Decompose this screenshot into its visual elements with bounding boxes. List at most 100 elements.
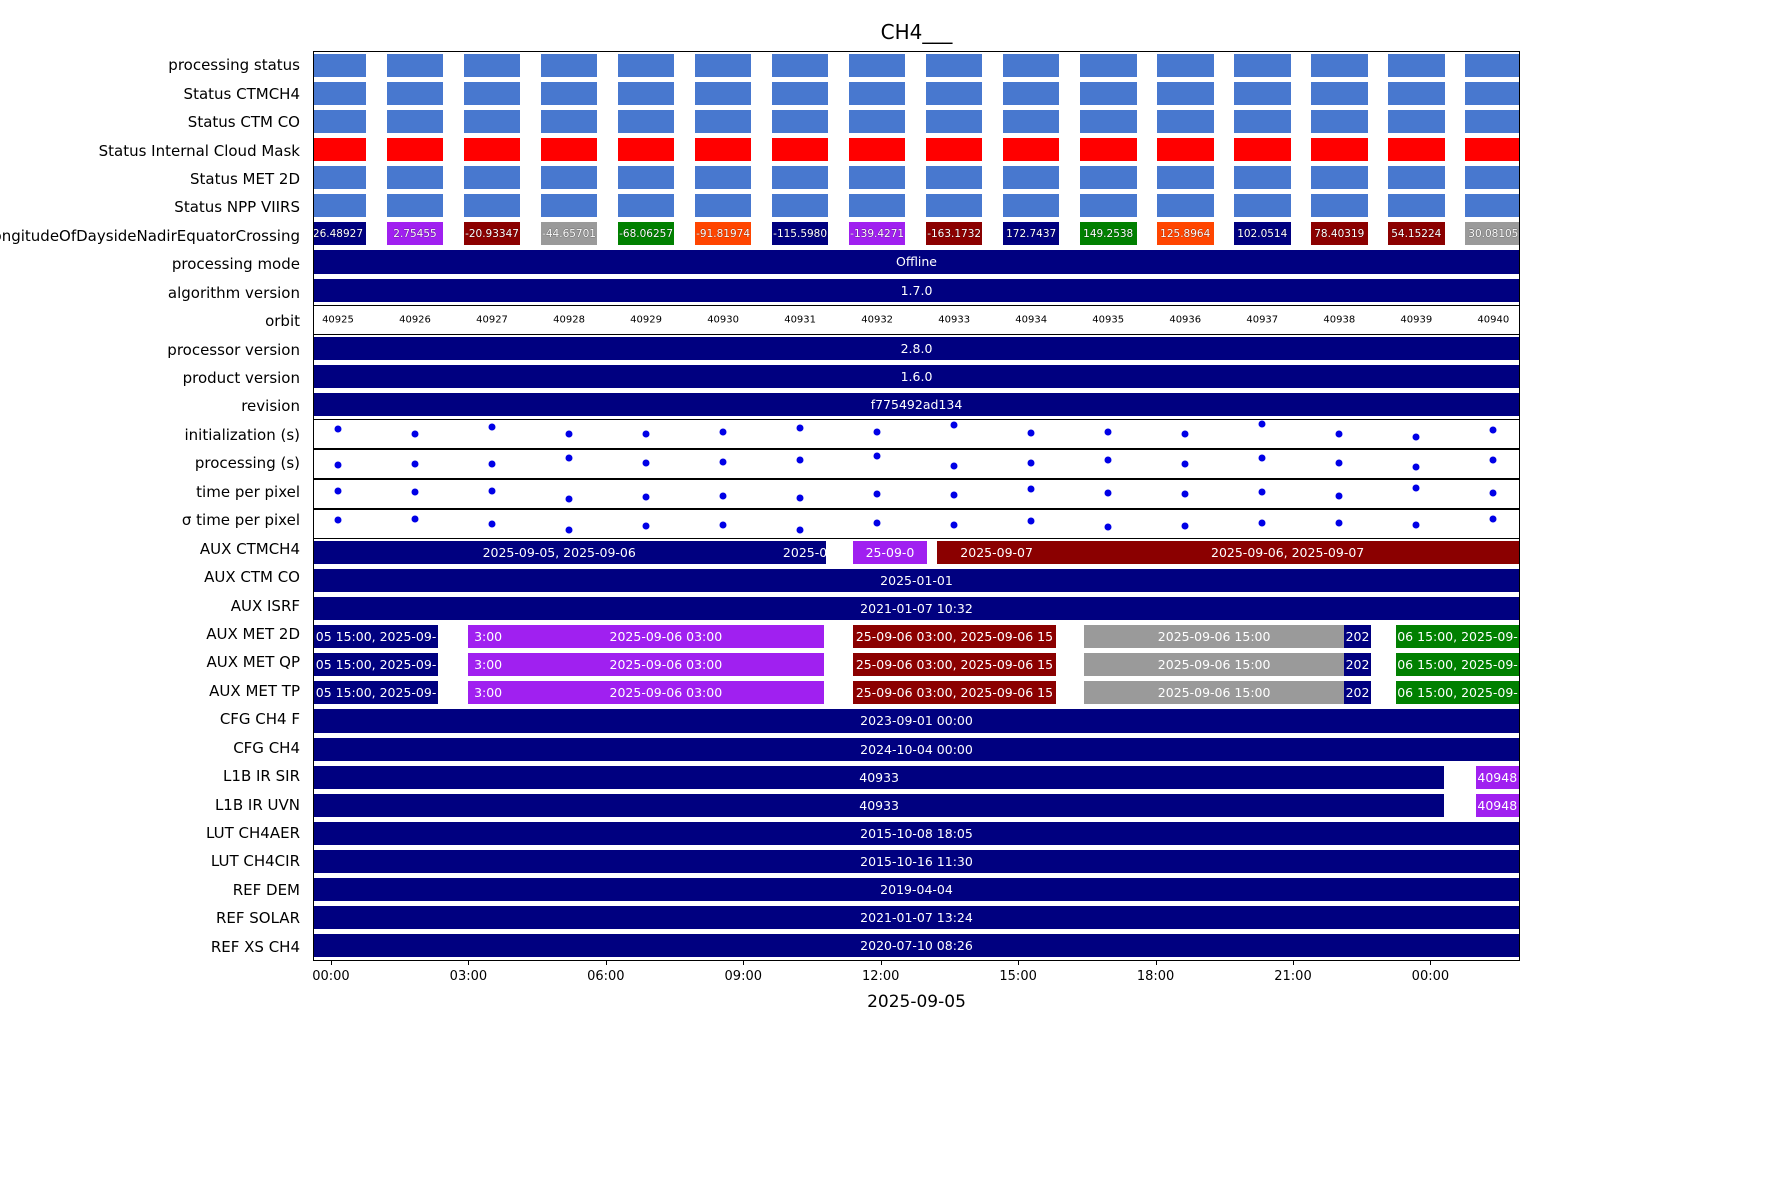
timeline-segment: 2025-01-01: [314, 569, 1519, 593]
status-bar: [617, 166, 675, 190]
x-axis: 00:00 03:00 06:00 09:00 12:00 15:00 18:00 21:00…: [312, 961, 1520, 995]
longitude-value: -115.5980: [773, 227, 828, 240]
timeline-segment: f775492ad134: [314, 392, 1519, 416]
scatter-dot: [565, 495, 573, 503]
timeline-segment: 06 15:00, 2025-09-: [1396, 653, 1519, 677]
segment-label: 2025-09-07: [960, 545, 1033, 561]
scatter-dot: [873, 490, 881, 498]
segment-label: 40933: [859, 769, 900, 785]
segment-label: 2015-10-16 11:30: [860, 853, 973, 869]
segment-label: 25-09-0: [865, 545, 915, 561]
x-tick-label: 09:00: [724, 969, 762, 984]
timeline-segment: 2.8.0: [314, 336, 1519, 360]
scatter-dot: [1104, 489, 1112, 497]
status-bar: [617, 54, 675, 78]
status-bar: [848, 194, 906, 218]
scatter-dot: [873, 452, 881, 460]
row-label-text: AUX MET TP: [209, 681, 300, 700]
status-bar: [540, 194, 598, 218]
longitude-value: -163.1732: [927, 227, 982, 240]
scatter-dot: [565, 454, 573, 462]
scatter-dot: [1104, 428, 1112, 436]
status-bar: [540, 82, 598, 106]
x-tick-mark: [330, 961, 332, 965]
status-bar: [1387, 194, 1445, 218]
scatter-dot: [642, 493, 650, 501]
timeline-segment: 2025-09-06 03:00: [508, 625, 824, 649]
longitude-bar: -20.93347: [463, 222, 521, 246]
row-label: LUT CH4CIR: [0, 847, 307, 875]
status-bar: [386, 138, 444, 162]
row-label: Status MET 2D: [0, 165, 307, 193]
longitude-value: -139.4271: [850, 227, 905, 240]
row-ref-solar: 2021-01-07 13:24: [314, 903, 1519, 932]
x-tick-mark: [1155, 961, 1157, 965]
row-label-text: initialization (s): [184, 425, 300, 444]
status-bar: [694, 110, 752, 134]
scatter-dot: [1027, 517, 1035, 525]
row-label-text: Status CTM CO: [187, 113, 300, 132]
row-algorithm-version: 1.7.0: [314, 276, 1519, 305]
status-bar: [848, 82, 906, 106]
segment-label: 2025-09-06 15:00: [1157, 685, 1271, 701]
status-bar: [771, 138, 829, 162]
orbit-number: 40939: [1400, 314, 1433, 326]
longitude-value: 2.75455: [393, 227, 437, 240]
x-tick-mark: [1018, 961, 1020, 965]
status-bar: [1233, 166, 1291, 190]
row-label: LUT CH4AER: [0, 819, 307, 847]
segment-label: 1.6.0: [900, 368, 933, 384]
x-tick-mark: [743, 961, 745, 965]
scatter-dot: [873, 428, 881, 436]
longitude-value: 102.0514: [1237, 227, 1288, 240]
status-bar: [463, 166, 521, 190]
row-label: AUX CTM CO: [0, 563, 307, 591]
longitude-bar: -115.5980: [771, 222, 829, 246]
x-tick-mark: [1292, 961, 1294, 965]
row-label-text: product version: [182, 369, 300, 388]
segment-label: 2025-09-06 03:00: [609, 629, 723, 645]
x-tick-mark: [468, 961, 470, 965]
timeline-segment: 2019-04-04: [314, 877, 1519, 901]
row-label: processor version: [0, 335, 307, 363]
row-ref-xs-ch4: 2020-07-10 08:26: [314, 931, 1519, 960]
scatter-dot: [642, 459, 650, 467]
scatter-dot: [950, 462, 958, 470]
scatter-dot: [642, 430, 650, 438]
row-label-text: Status Internal Cloud Mask: [98, 141, 300, 160]
status-bar: [925, 194, 983, 218]
row-label-text: Status NPP VIIRS: [174, 198, 300, 217]
scatter-dot: [1412, 521, 1420, 529]
scatter-dot: [488, 423, 496, 431]
status-bar: [1465, 138, 1519, 162]
row-label-text: AUX CTMCH4: [199, 539, 300, 558]
row-label-text: REF SOLAR: [215, 909, 300, 928]
segment-label: 2025-09-06 03:00: [609, 685, 723, 701]
status-bar: [694, 54, 752, 78]
x-tick-mark: [1430, 961, 1432, 965]
orbit-number: 40940: [1477, 314, 1510, 326]
row-label-text: processing status: [168, 56, 300, 75]
scatter-dot: [1027, 485, 1035, 493]
row-aux-met-2d: 05 15:00, 2025-09- 3:00 2025-09-06 03:00 25…: [314, 623, 1519, 652]
scatter-dot: [719, 492, 727, 500]
status-bar: [1465, 166, 1519, 190]
row-label: AUX CTMCH4: [0, 534, 307, 562]
segment-label: 2025-09-06 03:00: [609, 657, 723, 673]
row-label: REF DEM: [0, 876, 307, 904]
status-bar: [463, 194, 521, 218]
scatter-dot: [1181, 490, 1189, 498]
timeline-segment: 40948: [1475, 765, 1519, 789]
row-label: initialization (s): [0, 421, 307, 449]
segment-label: 3:00: [474, 629, 503, 645]
segment-label: 1.7.0: [900, 282, 933, 298]
x-tick-mark: [605, 961, 607, 965]
status-bar: [386, 82, 444, 106]
row-aux-met-qp: 05 15:00, 2025-09- 3:00 2025-09-06 03:00 25…: [314, 651, 1519, 680]
row-label-text: algorithm version: [167, 283, 300, 302]
longitude-value: -68.06257: [619, 227, 673, 240]
segment-label: Offline: [895, 254, 937, 270]
timeline-segment: 2023-09-01 00:00: [314, 709, 1519, 733]
segment-label: 3:00: [474, 685, 503, 701]
row-label: CFG CH4: [0, 734, 307, 762]
